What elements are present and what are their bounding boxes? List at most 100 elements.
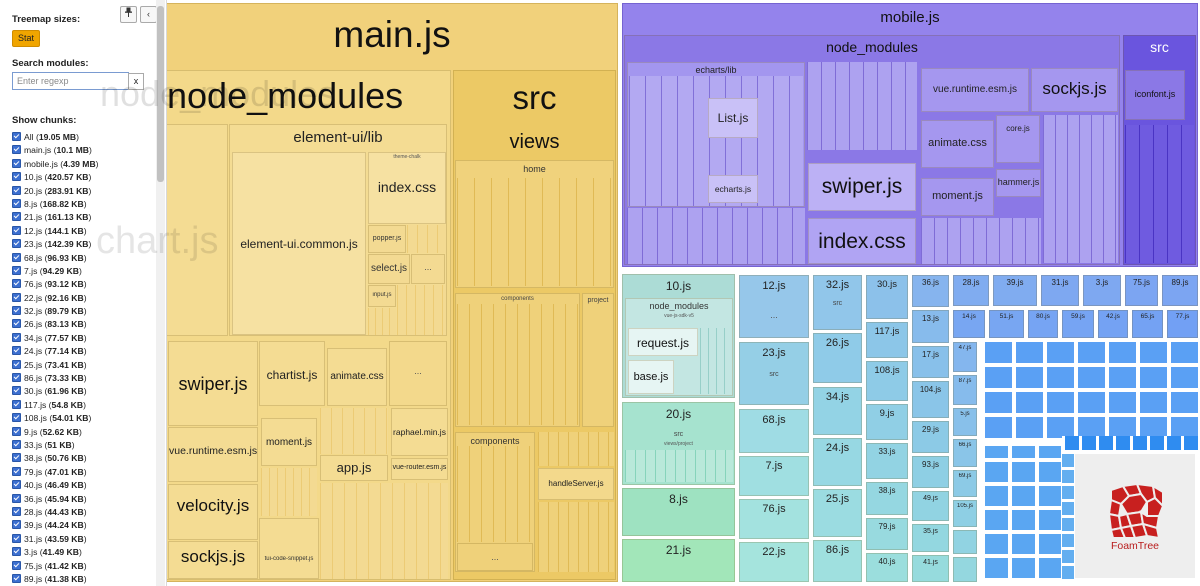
main-app-js[interactable]: app.js xyxy=(320,455,388,481)
mobile-animate-css[interactable]: animate.css xyxy=(921,120,994,168)
chunk-41-js[interactable]: 41.js xyxy=(912,555,949,582)
chunk-24-js[interactable]: 24.js xyxy=(813,438,862,486)
checkbox-checked-icon[interactable] xyxy=(12,520,21,530)
main-velocity-js[interactable]: velocity.js xyxy=(168,484,258,540)
chunk-26-js[interactable]: 26.js xyxy=(813,333,862,383)
element-popper-js[interactable]: popper.js xyxy=(368,225,406,253)
chunk-checkbox-item[interactable]: 21.js (161.13 KB) xyxy=(12,211,152,224)
chunk-79-js[interactable]: 79.js xyxy=(866,518,908,550)
mobile-swiper-js[interactable]: swiper.js xyxy=(808,163,916,211)
checkbox-checked-icon[interactable] xyxy=(12,185,21,195)
main-misc-modules[interactable]: ... xyxy=(389,341,447,406)
checkbox-checked-icon[interactable] xyxy=(12,533,21,543)
chunk-checkbox-item[interactable]: 8.js (168.82 KB) xyxy=(12,198,152,211)
checkbox-checked-icon[interactable] xyxy=(12,453,21,463)
chunk-checkbox-item[interactable]: 79.js (47.01 KB) xyxy=(12,466,152,479)
checkbox-checked-icon[interactable] xyxy=(12,132,21,141)
checkbox-checked-icon[interactable] xyxy=(12,439,21,449)
checkbox-checked-icon[interactable] xyxy=(12,225,21,235)
main-handle-server[interactable]: handleServer.js xyxy=(538,468,614,500)
chunk-77-js[interactable]: 77.js xyxy=(1167,310,1198,338)
chunk-40-js[interactable]: 40.js xyxy=(866,553,908,582)
chunk-39-js[interactable]: 39.js xyxy=(993,275,1037,306)
chunk-checkbox-item[interactable]: 30.js (61.96 KB) xyxy=(12,385,152,398)
chunk-checkbox-item[interactable]: 89.js (41.38 KB) xyxy=(12,573,152,586)
chunk-checkbox-item[interactable]: 75.js (41.42 KB) xyxy=(12,560,152,573)
chunk-35-js[interactable]: 35.js xyxy=(912,524,949,552)
element-input-js[interactable]: input.js xyxy=(368,285,396,307)
mobile-vue-runtime[interactable]: vue.runtime.esm.js xyxy=(921,68,1029,112)
chunk-7-js[interactable]: 7.js xyxy=(739,456,809,496)
chunk-8-js[interactable]: 8.js xyxy=(622,488,735,536)
chunk-checkbox-item[interactable]: 22.js (92.16 KB) xyxy=(12,292,152,305)
main-src-ellipsis[interactable]: ... xyxy=(457,543,533,571)
checkbox-checked-icon[interactable] xyxy=(12,279,21,289)
chunk-33-js[interactable]: 33.js xyxy=(866,443,908,479)
chunk-checkbox-item[interactable]: 28.js (44.43 KB) xyxy=(12,506,152,519)
chunk-checkbox-item[interactable]: 25.js (73.41 KB) xyxy=(12,359,152,372)
checkbox-checked-icon[interactable] xyxy=(12,346,21,356)
mobile-core-js[interactable]: core.js xyxy=(996,115,1040,163)
chunk-checkbox-item[interactable]: 38.js (50.76 KB) xyxy=(12,452,152,465)
chunk-22-js[interactable]: 22.js xyxy=(739,542,809,582)
element-ellipsis[interactable]: ... xyxy=(411,254,445,284)
chunk-29-js[interactable]: 29.js xyxy=(912,421,949,453)
mobile-iconfont-js[interactable]: iconfont.js xyxy=(1125,70,1185,120)
chunk-checkbox-item[interactable]: main.js (10.1 MB) xyxy=(12,144,152,157)
checkbox-checked-icon[interactable] xyxy=(12,158,21,168)
chunk-12-js[interactable]: 12.js ... xyxy=(739,275,809,338)
main-src-project[interactable]: project xyxy=(582,293,614,427)
chunk-10-request-js[interactable]: request.js xyxy=(628,328,698,356)
checkbox-checked-icon[interactable] xyxy=(12,265,21,275)
mobile-list-js[interactable]: List.js xyxy=(708,98,758,138)
checkbox-checked-icon[interactable] xyxy=(12,212,21,222)
chunk-32-js[interactable]: 32.js src xyxy=(813,275,862,330)
chunk-tiny[interactable] xyxy=(953,530,977,554)
checkbox-checked-icon[interactable] xyxy=(12,547,21,557)
main-raphael-js[interactable]: raphael.min.js xyxy=(391,408,448,456)
collapse-sidebar-button[interactable]: ‹ xyxy=(140,6,157,23)
chunk-checkbox-item[interactable]: 39.js (44.24 KB) xyxy=(12,519,152,532)
chunk-49-js[interactable]: 49.js xyxy=(912,491,949,521)
chunk-checkbox-item[interactable]: 34.js (77.57 KB) xyxy=(12,332,152,345)
chunk-51-js[interactable]: 51.js xyxy=(989,310,1024,338)
mobile-moment-js[interactable]: moment.js xyxy=(921,178,994,216)
chunk-34-js[interactable]: 34.js xyxy=(813,387,862,435)
mobile-sockjs[interactable]: sockjs.js xyxy=(1031,68,1118,112)
element-theme-chalk[interactable]: theme-chalk index.css xyxy=(368,152,446,224)
chunk-checkbox-item[interactable]: 108.js (54.01 KB) xyxy=(12,412,152,425)
chunk-checkbox-item[interactable]: 117.js (54.8 KB) xyxy=(12,399,152,412)
chunk-13-js[interactable]: 13.js xyxy=(912,310,949,343)
chunk-tiny[interactable] xyxy=(953,557,977,582)
chunk-checkbox-item[interactable]: 9.js (52.62 KB) xyxy=(12,426,152,439)
chunk-31-js[interactable]: 31.js xyxy=(1041,275,1079,306)
search-modules-input[interactable] xyxy=(12,72,129,90)
checkbox-checked-icon[interactable] xyxy=(12,413,21,423)
checkbox-checked-icon[interactable] xyxy=(12,573,21,583)
chunk-checkbox-item[interactable]: All (19.05 MB) xyxy=(12,131,152,144)
checkbox-checked-icon[interactable] xyxy=(12,399,21,409)
chunk-36-js[interactable]: 36.js xyxy=(912,275,949,307)
chunk-21-js[interactable]: 21.js xyxy=(622,539,735,582)
chunk-47-js[interactable]: 47.js xyxy=(953,342,977,372)
chunk-checkbox-item[interactable]: 36.js (45.94 KB) xyxy=(12,493,152,506)
checkbox-checked-icon[interactable] xyxy=(12,198,21,208)
chunk-checkbox-item[interactable]: 68.js (96.93 KB) xyxy=(12,252,152,265)
clear-search-button[interactable]: x xyxy=(128,73,144,90)
chunk-checkbox-item[interactable]: 31.js (43.59 KB) xyxy=(12,533,152,546)
chunk-59-js[interactable]: 59.js xyxy=(1062,310,1094,338)
chunk-checkbox-item[interactable]: 7.js (94.29 KB) xyxy=(12,265,152,278)
chunk-checkbox-item[interactable]: 24.js (77.14 KB) xyxy=(12,345,152,358)
main-vue-runtime[interactable]: vue.runtime.esm.js xyxy=(168,427,258,482)
main-chartist-js[interactable]: chartist.js xyxy=(259,341,325,406)
chunk-65-js[interactable]: 65.js xyxy=(1132,310,1163,338)
checkbox-checked-icon[interactable] xyxy=(12,292,21,302)
checkbox-checked-icon[interactable] xyxy=(12,386,21,396)
sidebar-scrollbar-thumb[interactable] xyxy=(157,6,164,182)
chunk-68-js[interactable]: 68.js xyxy=(739,409,809,453)
checkbox-checked-icon[interactable] xyxy=(12,373,21,383)
element-select-js[interactable]: select.js xyxy=(368,254,410,284)
chunk-108-js[interactable]: 108.js xyxy=(866,361,908,401)
main-vue-router[interactable]: vue-router.esm.js xyxy=(391,458,448,480)
sidebar-scrollbar[interactable] xyxy=(156,0,165,586)
